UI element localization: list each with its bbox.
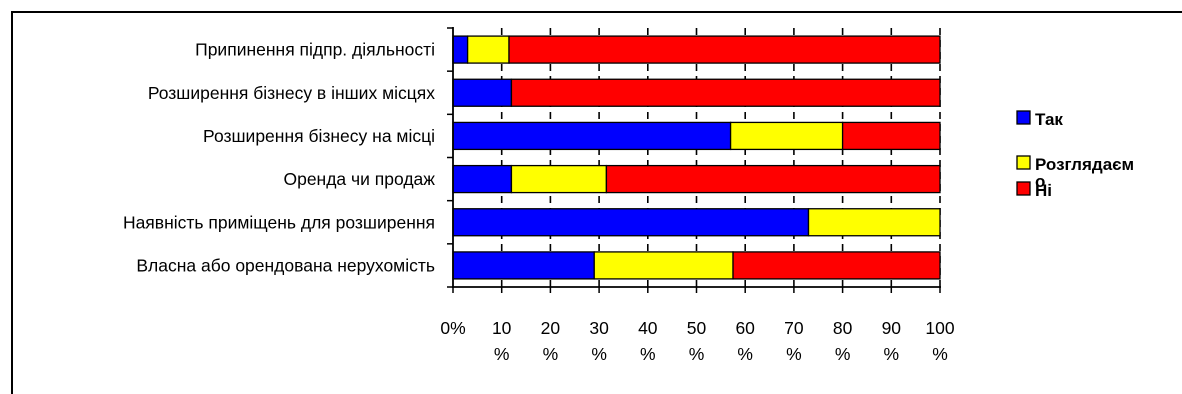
category-label: Розширення бізнесу на місці [203,126,435,146]
legend-swatch [1016,155,1031,170]
axes [447,27,941,293]
bar-segment [807,208,941,237]
bar-segment [452,35,469,64]
category-label: Оренда чи продаж [283,169,435,189]
x-tick-label: 90% [882,318,902,364]
legend-label: Ні [1035,181,1052,200]
bar-segment [729,121,844,151]
bar-segment [452,251,595,280]
grid-lines [500,28,941,287]
bar-segment [452,164,513,194]
chart-frame [11,11,1182,394]
bar-segment [510,78,941,107]
x-tick-label: 60% [735,318,755,364]
category-label: Власна або орендована нерухомість [136,255,435,275]
legend-swatch [1016,110,1031,125]
x-tick-label: 70% [784,318,804,364]
x-tick-label: 10% [492,318,512,364]
x-tick-label: 50% [687,318,707,364]
bar-segment [452,78,513,107]
legend-swatch [1016,181,1031,196]
x-tick-label: 40% [638,318,658,364]
bar-segment [605,164,941,194]
bar-segment [841,121,941,151]
x-tick-labels: 0% 10 % 20 % 30 % 40 % 50 % 60 % 70 % 80 % 90 % 100% [440,318,955,364]
x-tick-label: 20% [541,318,561,364]
bar-segment [452,121,732,151]
bar-segment [452,208,810,237]
bar-segment [593,251,734,280]
x-tick-label: 0% [440,318,465,338]
legend-label: Розглядаєм о [1035,155,1134,191]
bar-segment [508,35,941,64]
bars [452,35,941,280]
bar-segment [510,164,608,194]
category-label: Наявність приміщень для розширення [123,212,435,232]
bar-segment [466,35,510,64]
category-label: Розширення бізнесу в інших місцях [148,83,435,103]
x-tick-label: 80% [833,318,853,364]
x-tick-label: 30% [589,318,609,364]
category-labels: Припинення підпр. діяльності Розширення б… [123,40,435,276]
legend-label: Так [1035,110,1063,129]
legend: Так Розглядаєм оНі [1016,110,1134,200]
x-tick-label: 100% [925,318,954,364]
bar-segment [732,251,941,280]
category-label: Припинення підпр. діяльності [195,40,435,60]
